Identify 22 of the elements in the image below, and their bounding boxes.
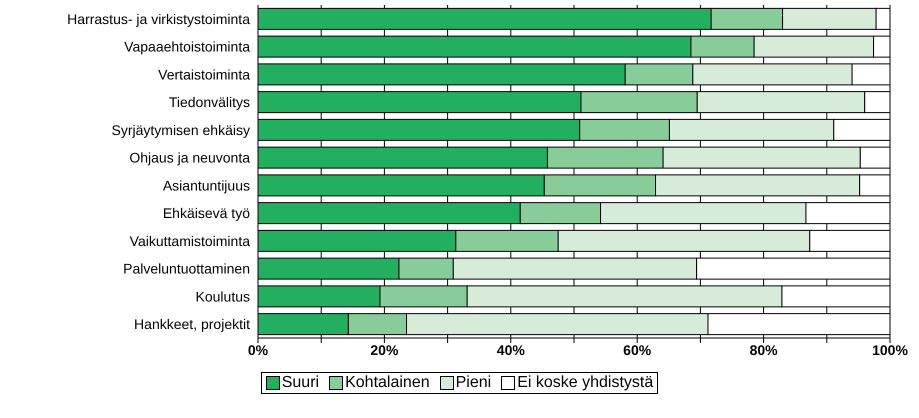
legend-label: Pieni	[456, 374, 492, 392]
y-tick-label: Tiedonvälitys	[168, 94, 250, 110]
x-tick-label: 40%	[496, 342, 526, 358]
y-tick-label: Ehkäisevä työ	[162, 205, 250, 222]
x-tick-label: 80%	[750, 342, 778, 358]
y-tick-label: Palveluntuottaminen	[123, 260, 250, 277]
y-tick-label: Asiantuntijuus	[162, 177, 250, 194]
legend-label: Suuri	[282, 374, 320, 392]
y-tick-label: Syrjäytymisen ehkäisy	[112, 122, 250, 138]
y-tick-label: Vertaistoiminta	[158, 66, 250, 82]
y-tick-label: Ohjaus ja neuvonta	[129, 150, 250, 166]
x-tick-label: 20%	[370, 342, 399, 358]
x-tick-label: 100%	[872, 342, 908, 358]
legend-label: Kohtalainen	[345, 374, 430, 392]
y-tick-label: Harrastus- ja virkistystoiminta	[67, 10, 250, 27]
y-tick-label: Vapaaehtoistoiminta	[124, 38, 250, 55]
legend-label: Ei koske yhdistystä	[517, 374, 654, 392]
y-tick-label: Vaikuttamistoiminta	[130, 232, 250, 249]
y-tick-label: Hankkeet, projektit	[134, 316, 250, 332]
x-tick-label: 60%	[623, 342, 652, 358]
y-tick-label: Koulutus	[196, 288, 250, 304]
x-tick-label: 0%	[248, 342, 269, 358]
